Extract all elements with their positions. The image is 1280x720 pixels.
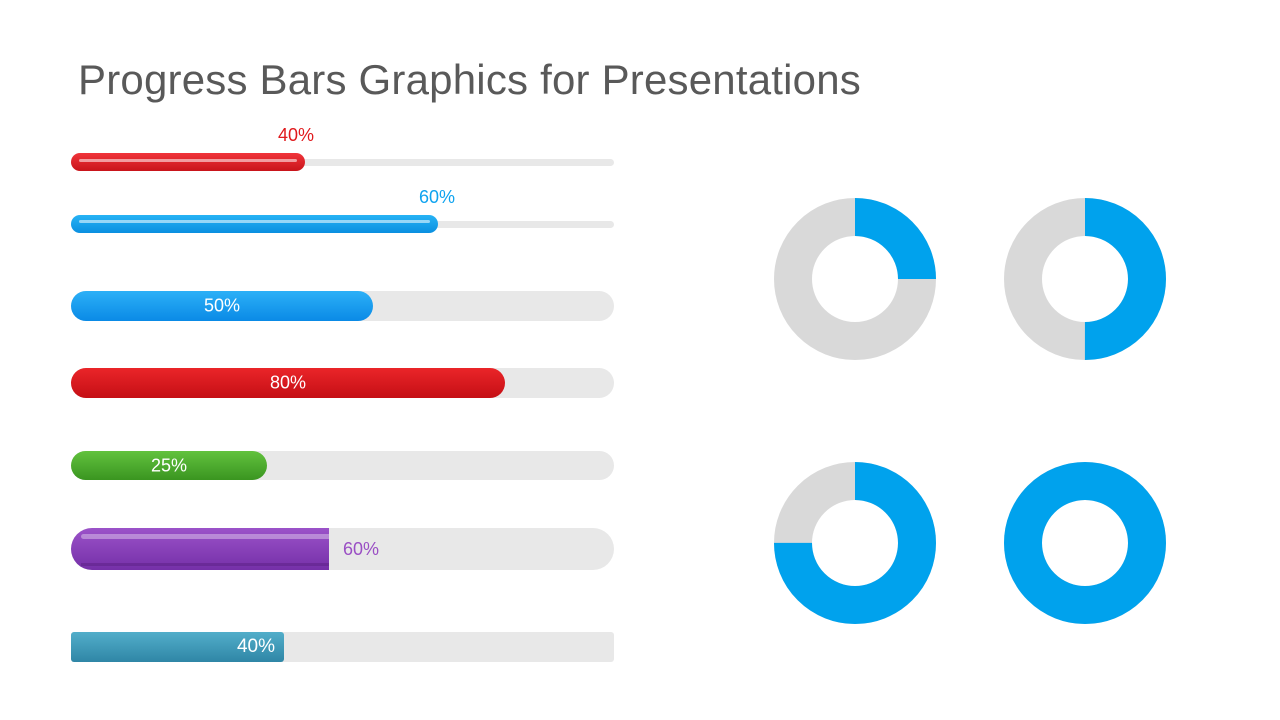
- progress-fill: 40%: [71, 632, 284, 662]
- progress-bar-blue-thin: 60%: [71, 187, 614, 233]
- donut-chart-25: [773, 197, 937, 361]
- progress-bar-purple-thick: 60%: [71, 528, 614, 570]
- progress-label: 40%: [278, 125, 315, 145]
- progress-label: 25%: [150, 455, 188, 475]
- donut-value-arc: [774, 198, 936, 360]
- slide-title: Progress Bars Graphics for Presentations: [78, 56, 861, 103]
- progress-fill: [71, 215, 438, 233]
- progress-label: 40%: [236, 636, 276, 657]
- donut-value-arc: [1004, 198, 1166, 360]
- progress-label: 60%: [343, 539, 380, 559]
- progress-shadow: [81, 563, 329, 566]
- donut-value-arc: [774, 462, 936, 624]
- progress-shine: [79, 220, 430, 223]
- progress-bar-green-pill: 25%: [71, 451, 614, 480]
- donut-svg: [1004, 198, 1166, 360]
- progress-fill: 80%: [71, 368, 505, 398]
- progress-fill: [71, 528, 329, 570]
- progress-bar-teal-square: 40%: [71, 632, 614, 662]
- donut-chart-50: [1003, 197, 1167, 361]
- progress-track: [71, 159, 614, 166]
- donut-chart-75: [773, 461, 937, 625]
- donut-chart-100: [1003, 461, 1167, 625]
- progress-label: 60%: [419, 187, 456, 207]
- progress-bar-blue-pill: 50%: [71, 291, 614, 321]
- progress-shine: [79, 159, 297, 162]
- progress-fill: 50%: [71, 291, 373, 321]
- progress-bar-red-thin: 40%: [71, 125, 614, 171]
- donut-svg: [774, 462, 936, 624]
- progress-label: 80%: [269, 372, 307, 393]
- donut-value-arc: [1004, 462, 1166, 624]
- progress-label: 50%: [203, 295, 241, 316]
- progress-fill: [71, 153, 305, 171]
- donut-svg: [774, 198, 936, 360]
- donut-svg: [1004, 462, 1166, 624]
- progress-fill: 25%: [71, 451, 267, 480]
- progress-shine: [81, 534, 329, 539]
- progress-bar-red-pill: 80%: [71, 368, 614, 398]
